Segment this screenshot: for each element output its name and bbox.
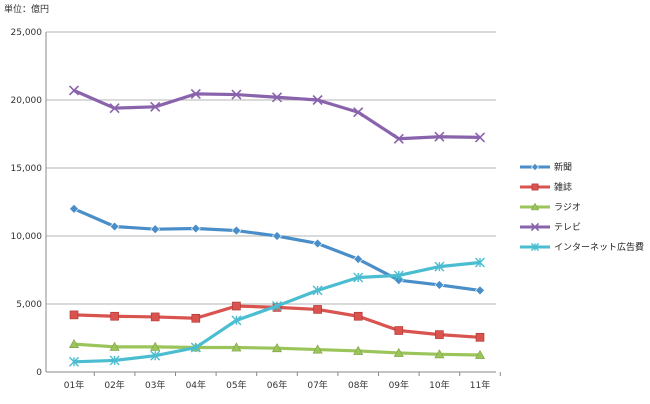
data-point [474, 349, 486, 359]
data-point [109, 221, 120, 232]
data-point [272, 231, 282, 241]
data-point [68, 85, 80, 96]
data-point [475, 285, 485, 296]
x-tick-label: 07年 [307, 379, 327, 391]
x-tick-label: 05年 [226, 379, 246, 391]
data-point [312, 94, 323, 106]
legend-item: 新聞 [520, 161, 572, 173]
x-tick-label: 09年 [389, 379, 409, 391]
data-point [312, 285, 323, 296]
data-point [271, 92, 283, 103]
data-point [531, 183, 539, 191]
data-point [150, 341, 161, 351]
y-tick-label: 5,000 [16, 300, 42, 310]
data-point [271, 343, 283, 353]
data-point [353, 272, 364, 283]
data-point [353, 345, 364, 355]
x-tick-label: 11年 [470, 379, 490, 391]
legend-item: 雑誌 [520, 181, 572, 193]
x-tick-labels: 01年 02年 03年 04年 05年 06年 07年 08年 09年 10年 11年 [64, 379, 490, 391]
x-tick-label: 04年 [186, 379, 206, 391]
series-テレビ [68, 85, 486, 144]
legend-label: 新聞 [554, 161, 572, 173]
legend-item: インターネット広告費 [520, 241, 644, 253]
data-point [530, 162, 540, 172]
data-point [393, 270, 404, 281]
data-point [150, 224, 161, 235]
axes [45, 32, 501, 376]
data-point [530, 222, 540, 232]
x-tick-label: 02年 [104, 379, 124, 391]
data-point [232, 301, 241, 311]
y-tick-label: 25,000 [11, 28, 43, 38]
x-tick-label: 03年 [145, 379, 165, 391]
legend-item: ラジオ [520, 202, 581, 213]
data-point [231, 342, 242, 352]
series-新聞 [69, 203, 485, 296]
data-point [474, 132, 486, 143]
data-point [191, 313, 201, 323]
data-point [313, 305, 322, 314]
data-point [190, 342, 201, 353]
data-point [109, 341, 120, 351]
data-point [434, 131, 445, 142]
data-point [109, 355, 120, 366]
data-point [69, 203, 79, 214]
data-point [69, 356, 79, 367]
data-point [312, 344, 323, 354]
y-tick-label: 20,000 [11, 96, 43, 106]
data-point [434, 261, 445, 272]
series-line [73, 207, 481, 292]
legend-label: テレビ [554, 222, 581, 233]
y-tick-labels: 0 5,000 10,000 15,000 20,000 25,000 [11, 28, 43, 378]
data-point [231, 225, 242, 236]
data-point [110, 311, 119, 321]
series-ラジオ [68, 339, 486, 359]
data-point [231, 315, 242, 326]
series-group [68, 85, 486, 367]
data-point [109, 103, 120, 114]
legend-label: 雑誌 [554, 181, 572, 193]
data-point [190, 223, 201, 234]
series-インターネット広告費 [69, 257, 485, 367]
y-tick-label: 10,000 [11, 232, 43, 242]
y-tick-label: 0 [36, 368, 42, 378]
data-point [190, 88, 201, 99]
data-point [393, 347, 404, 357]
unit-label: 単位：億円 [4, 3, 49, 15]
data-point [353, 311, 363, 321]
legend-label: インターネット広告費 [554, 241, 644, 253]
data-point [69, 310, 79, 320]
gridlines [46, 31, 496, 305]
data-point [353, 254, 364, 265]
data-point [394, 326, 404, 335]
data-point [393, 133, 404, 144]
data-point [312, 238, 323, 249]
data-point [434, 280, 445, 290]
data-point [435, 330, 444, 339]
data-point [475, 257, 485, 268]
x-tick-label: 06年 [267, 379, 287, 391]
data-point [272, 301, 282, 312]
x-tick-label: 10年 [429, 379, 449, 391]
data-point [150, 101, 161, 112]
data-point [231, 89, 242, 100]
data-point [150, 350, 161, 361]
data-point [150, 312, 160, 322]
y-tick-label: 15,000 [11, 164, 43, 174]
data-point [353, 107, 364, 118]
x-tick-label: 01年 [64, 379, 84, 391]
data-point [475, 333, 485, 342]
data-point [530, 242, 540, 252]
data-point [434, 349, 445, 359]
legend-item: テレビ [520, 222, 581, 233]
data-point [68, 339, 80, 349]
legend-label: ラジオ [554, 202, 581, 213]
data-point [530, 202, 540, 211]
x-tick-label: 08年 [348, 379, 368, 391]
